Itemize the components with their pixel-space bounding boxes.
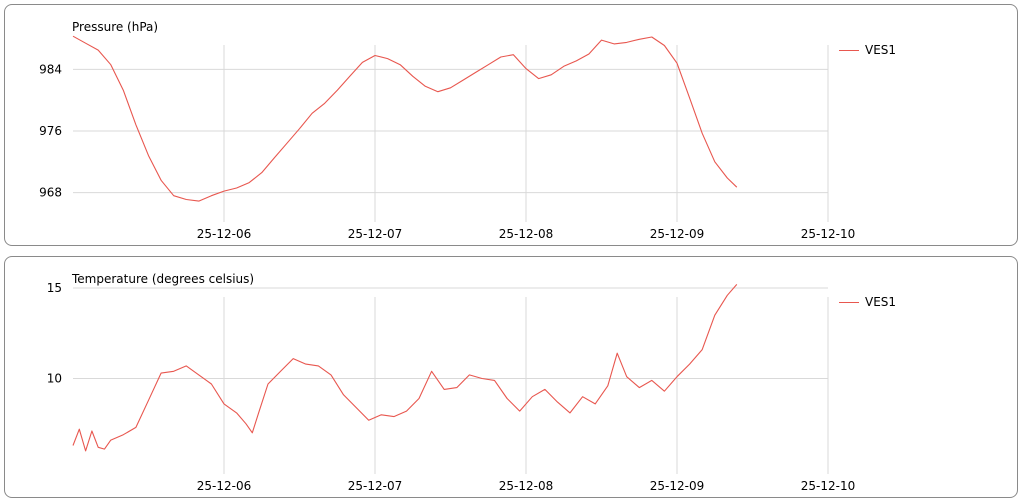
temperature-chart: 25-12-06 25-12-07 25-12-08 25-12-09 25-12-10… xyxy=(47,281,856,493)
temperature-legend[interactable]: VES1 xyxy=(839,295,896,309)
pressure-chart-title: Pressure (hPa) xyxy=(72,20,159,34)
temperature-series-line[interactable] xyxy=(72,284,738,452)
pressure-chart-panel: Pressure (hPa) VES1 25-12-06 25-12-07 25-1… xyxy=(4,4,1018,246)
temperature-x-tick-label: 25-12-10 xyxy=(801,479,855,493)
temperature-y-tick-label: 10 xyxy=(47,372,62,386)
pressure-x-tick-label: 25-12-10 xyxy=(801,227,855,241)
temperature-x-tick-label: 25-12-06 xyxy=(197,479,251,493)
temperature-legend-swatch xyxy=(839,301,859,303)
temperature-chart-title: Temperature (degrees celsius) xyxy=(72,272,255,286)
temperature-x-tick-label: 25-12-08 xyxy=(499,479,553,493)
pressure-legend[interactable]: VES1 xyxy=(839,43,896,57)
pressure-x-tick-label: 25-12-08 xyxy=(499,227,553,241)
pressure-y-tick-label: 968 xyxy=(39,186,62,200)
pressure-y-tick-label: 984 xyxy=(39,62,62,76)
pressure-legend-label: VES1 xyxy=(865,43,897,57)
pressure-x-tick-label: 25-12-07 xyxy=(348,227,402,241)
temperature-x-tick-label: 25-12-07 xyxy=(348,479,402,493)
temperature-x-tick-label: 25-12-09 xyxy=(650,479,704,493)
temperature-y-tick-label: 15 xyxy=(47,281,62,295)
pressure-legend-swatch xyxy=(839,49,859,51)
pressure-series-line[interactable] xyxy=(72,35,738,202)
pressure-y-tick-label: 976 xyxy=(39,124,62,138)
pressure-x-tick-label: 25-12-09 xyxy=(650,227,704,241)
pressure-x-tick-label: 25-12-06 xyxy=(197,227,251,241)
temperature-chart-panel: Temperature (degrees celsius) VES1 25-12… xyxy=(4,256,1018,498)
pressure-chart: 25-12-06 25-12-07 25-12-08 25-12-09 25-12-10… xyxy=(39,35,855,241)
temperature-legend-label: VES1 xyxy=(865,295,897,309)
